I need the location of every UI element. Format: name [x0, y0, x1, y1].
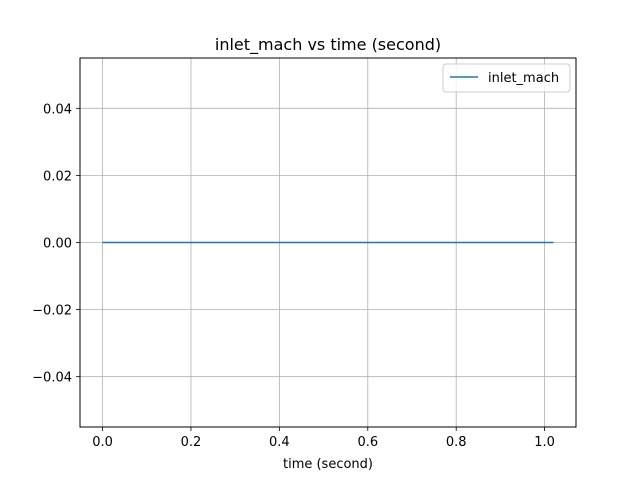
x-axis-label: time (second) [283, 457, 373, 472]
chart-title: inlet_mach vs time (second) [215, 35, 441, 55]
x-tick-label: 0.2 [181, 435, 202, 450]
y-tick-label: 0.02 [43, 169, 72, 184]
x-tick-label: 0.6 [357, 435, 378, 450]
x-tick-label: 1.0 [534, 435, 555, 450]
legend-label-inlet-mach: inlet_mach [488, 71, 559, 86]
x-tick-label: 0.8 [446, 435, 467, 450]
legend-box [442, 63, 571, 93]
x-axis: 0.0 0.2 0.4 0.6 0.8 1.0 [92, 427, 555, 450]
y-tick-label: −0.02 [32, 304, 72, 319]
x-tick-label: 0.4 [269, 435, 290, 450]
legend: inlet_mach [442, 63, 571, 93]
y-tick-label: 0.04 [43, 102, 72, 117]
x-tick-label: 0.0 [92, 435, 113, 450]
y-tick-label: −0.04 [32, 371, 72, 386]
y-tick-label: 0.00 [43, 237, 72, 252]
y-axis: −0.04 −0.02 0.00 0.02 0.04 [32, 102, 80, 386]
